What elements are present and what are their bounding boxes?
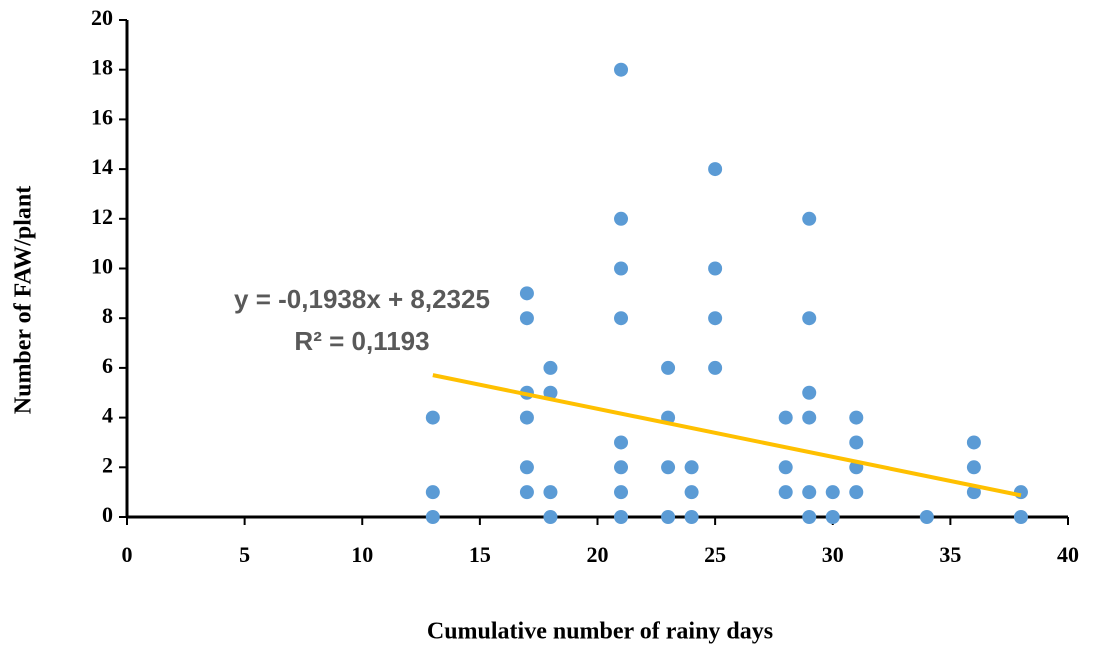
x-tick-label: 25 <box>704 542 726 567</box>
y-tick-label: 10 <box>91 254 113 279</box>
point <box>684 485 699 500</box>
point <box>543 360 558 375</box>
point <box>614 311 629 326</box>
point <box>614 485 629 500</box>
point <box>849 435 864 450</box>
point <box>614 510 629 524</box>
point <box>519 286 534 301</box>
point <box>661 360 676 375</box>
point <box>778 410 793 425</box>
point <box>966 485 981 500</box>
point <box>425 410 440 425</box>
point <box>1013 510 1028 524</box>
y-tick-label: 12 <box>91 204 113 229</box>
point <box>614 435 629 450</box>
x-axis-title: Cumulative number of rainy days <box>427 619 773 645</box>
x-tick-label: 35 <box>939 542 961 567</box>
y-tick-label: 2 <box>102 452 113 477</box>
point <box>708 162 723 177</box>
trendline <box>432 373 1022 498</box>
point <box>425 510 440 524</box>
y-tick-label: 20 <box>91 5 113 30</box>
point <box>684 510 699 524</box>
point <box>802 311 817 326</box>
y-tick-label: 8 <box>102 303 113 328</box>
point <box>802 410 817 425</box>
point <box>614 211 629 226</box>
point <box>614 62 629 77</box>
point <box>778 485 793 500</box>
point <box>849 410 864 425</box>
y-tick-label: 16 <box>91 104 113 129</box>
x-tick-label: 5 <box>239 542 250 567</box>
point <box>543 485 558 500</box>
point <box>966 435 981 450</box>
point <box>543 385 558 400</box>
point <box>802 510 817 524</box>
x-tick-label: 20 <box>587 542 609 567</box>
x-tick-label: 30 <box>822 542 844 567</box>
point <box>425 485 440 500</box>
point <box>802 211 817 226</box>
point <box>519 485 534 500</box>
point <box>966 460 981 475</box>
y-tick-label: 0 <box>102 502 113 527</box>
point <box>802 485 817 500</box>
y-tick-label: 18 <box>91 55 113 80</box>
x-tick-label: 40 <box>1057 542 1079 567</box>
point <box>1013 485 1028 500</box>
x-tick-label: 10 <box>351 542 373 567</box>
trend-equation: y = -0,1938x + 8,2325 <box>234 284 490 314</box>
x-tick-label: 15 <box>469 542 491 567</box>
point <box>543 510 558 524</box>
y-axis-title: Number of FAW/plant <box>11 186 37 414</box>
point <box>708 311 723 326</box>
point <box>519 410 534 425</box>
point <box>519 311 534 326</box>
r-squared: R² = 0,1193 <box>294 326 429 356</box>
point <box>919 510 934 524</box>
point <box>825 510 840 524</box>
y-tick-label: 14 <box>91 154 113 179</box>
point <box>661 460 676 475</box>
y-tick-label: 4 <box>102 403 113 428</box>
point <box>614 460 629 475</box>
point <box>519 460 534 475</box>
point <box>661 510 676 524</box>
point <box>778 460 793 475</box>
point <box>825 485 840 500</box>
x-tick-label: 0 <box>122 542 133 567</box>
point <box>802 385 817 400</box>
point <box>684 460 699 475</box>
point <box>614 261 629 276</box>
y-tick-label: 6 <box>102 353 113 378</box>
point <box>708 360 723 375</box>
point <box>849 485 864 500</box>
point <box>708 261 723 276</box>
